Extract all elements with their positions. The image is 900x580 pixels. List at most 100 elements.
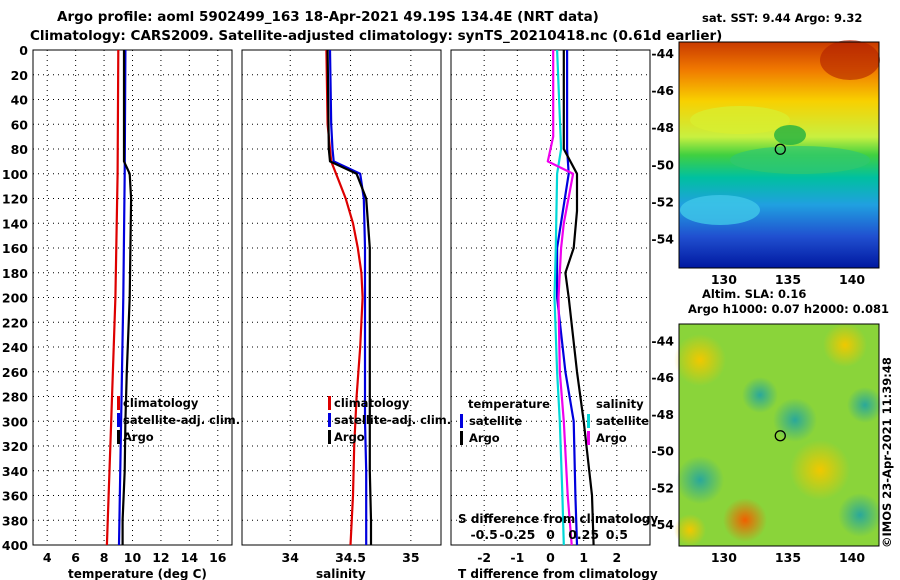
x-tick-label: 4	[43, 550, 52, 565]
series-line-s-satellite	[553, 49, 565, 546]
map-lat-tick-label: -46	[651, 83, 674, 98]
depth-tick-label: 200	[2, 291, 28, 306]
x-tick-label: 2	[612, 550, 621, 565]
legend-swatch-argo	[328, 430, 331, 444]
header-line-2: Climatology: CARS2009. Satellite-adjuste…	[30, 28, 722, 44]
map-lon-tick-label: 140	[839, 550, 865, 565]
map-lat-tick-label: -52	[651, 194, 674, 209]
series-line-climatology	[105, 49, 120, 546]
x-tick-label: 12	[152, 550, 169, 565]
depth-tick-label: 80	[11, 142, 29, 157]
legend-label-climatology: climatology	[123, 396, 199, 410]
sst-map-feature	[680, 195, 760, 225]
x-tick-label: 1	[579, 550, 588, 565]
depth-tick-label: 300	[2, 414, 28, 429]
x-tick-label: 14	[181, 550, 199, 565]
map-lat-tick-label: -48	[651, 407, 674, 422]
depth-tick-label: 280	[2, 390, 28, 405]
map-lat-tick-label: -54	[651, 231, 674, 246]
x-tick-label: 6	[71, 550, 80, 565]
sst-map-feature	[730, 146, 870, 174]
sla-map-title-2: Argo h1000: 0.07 h2000: 0.081	[688, 302, 889, 316]
header-line-1: Argo profile: aoml 5902499_163 18-Apr-20…	[57, 9, 599, 25]
legend-swatch-climatology	[328, 396, 331, 410]
sla-map-feature	[676, 456, 724, 504]
sla-map-feature	[847, 387, 883, 423]
depth-tick-label: 40	[11, 93, 29, 108]
sla-map-title-1: Altim. SLA: 0.16	[702, 287, 806, 301]
x-tick-label: -1	[510, 550, 524, 565]
depth-tick-label: 240	[2, 340, 28, 355]
series-line-argo	[121, 50, 133, 545]
depth-tick-label: 20	[11, 68, 29, 83]
difference-legend: temperature satellite Argo salinity sate…	[460, 397, 649, 445]
depth-tick-label: 160	[2, 241, 28, 256]
sla-map-feature	[723, 498, 767, 542]
map-lat-tick-label: -54	[651, 517, 674, 532]
sst-map-feature	[774, 125, 806, 145]
map-lon-tick-label: 130	[711, 272, 737, 287]
difference-xlabel-top: S difference from climatology	[458, 512, 658, 526]
salinity-panel: 34 34.5 35 salinity climatology satellite-…	[241, 49, 451, 580]
series-line-satellite-adj-clim-	[328, 49, 368, 545]
depth-tick-label: 120	[2, 192, 28, 207]
legend-swatch-argo	[117, 430, 120, 444]
legend-swatch-s-argo	[587, 431, 590, 445]
legend-label-climatology: climatology	[334, 396, 410, 410]
legend-label-argo: Argo	[334, 430, 365, 444]
map-lat-tick-label: -44	[651, 334, 674, 349]
sst-argo-position-marker	[774, 143, 786, 155]
legend-label-s-satellite: satellite	[596, 414, 649, 428]
map-lat-tick-label: -48	[651, 120, 674, 135]
sla-map-feature	[823, 323, 867, 367]
map-lon-tick-label: 130	[711, 550, 737, 565]
x-tick-label-top: -0.5	[470, 527, 497, 542]
sla-map-feature	[790, 440, 850, 500]
x-tick-label-top: 0	[546, 527, 555, 542]
x-tick-label: 10	[124, 550, 142, 565]
sla-map-feature	[773, 398, 817, 442]
difference-panel: -2 -1 0 1 2 -0.5 -0.25 0 0.25 0.5 T difference fr…	[450, 49, 658, 580]
legend-label-s-argo: Argo	[596, 431, 627, 445]
depth-tick-label: 180	[2, 266, 28, 281]
depth-tick-label: 340	[2, 464, 28, 479]
legend-label-argo: Argo	[123, 430, 154, 444]
sla-map: Altim. SLA: 0.16 Argo h1000: 0.07 h2000:…	[651, 287, 889, 565]
legend-swatch-t-satellite	[460, 414, 463, 428]
map-lat-tick-label: -46	[651, 370, 674, 385]
legend-label-t-argo: Argo	[469, 431, 500, 445]
x-tick-label: 8	[100, 550, 109, 565]
x-tick-label-top: -0.25	[499, 527, 535, 542]
map-lon-tick-label: 140	[839, 272, 865, 287]
x-tick-label: 34	[282, 550, 300, 565]
legend-title-salinity: salinity	[596, 397, 644, 411]
map-lon-tick-label: 135	[775, 272, 801, 287]
sst-map-title: sat. SST: 9.44 Argo: 9.32	[702, 11, 862, 25]
sst-map-frame	[678, 41, 880, 269]
series-line-t-argo	[562, 50, 595, 546]
x-tick-label-top: 0.25	[568, 527, 599, 542]
sst-map-axes: -44 -46 -48 -50 -52 -54 130 135 140	[651, 46, 865, 287]
depth-tick-label: 100	[2, 167, 28, 182]
depth-tick-label: 320	[2, 439, 28, 454]
salinity-xlabel: salinity	[316, 567, 366, 580]
x-tick-label: 35	[402, 550, 419, 565]
sst-map-feature	[690, 106, 790, 134]
legend-title-temperature: temperature	[468, 397, 550, 411]
sla-map-feature	[674, 514, 706, 546]
temperature-legend: climatology satellite-adj. clim. Argo	[117, 396, 240, 444]
sst-map: sat. SST: 9.44 Argo: 9.32 -44 -46 -48 -50 -5…	[651, 11, 880, 287]
sla-map-feature	[674, 334, 726, 386]
x-tick-label: 34.5	[335, 550, 366, 565]
depth-tick-label: 60	[11, 117, 29, 132]
legend-swatch-satellite	[117, 413, 120, 427]
map-lat-tick-label: -52	[651, 480, 674, 495]
salinity-legend: climatology satellite-adj. clim. Argo	[328, 396, 451, 444]
imos-watermark: ©IMOS 23-Apr-2021 11:39:48	[880, 357, 894, 548]
legend-label-t-satellite: satellite	[469, 414, 522, 428]
depth-tick-label: 380	[2, 513, 28, 528]
legend-swatch-climatology	[117, 396, 120, 410]
legend-label-satellite: satellite-adj. clim.	[123, 413, 240, 427]
map-lon-tick-label: 135	[775, 550, 801, 565]
